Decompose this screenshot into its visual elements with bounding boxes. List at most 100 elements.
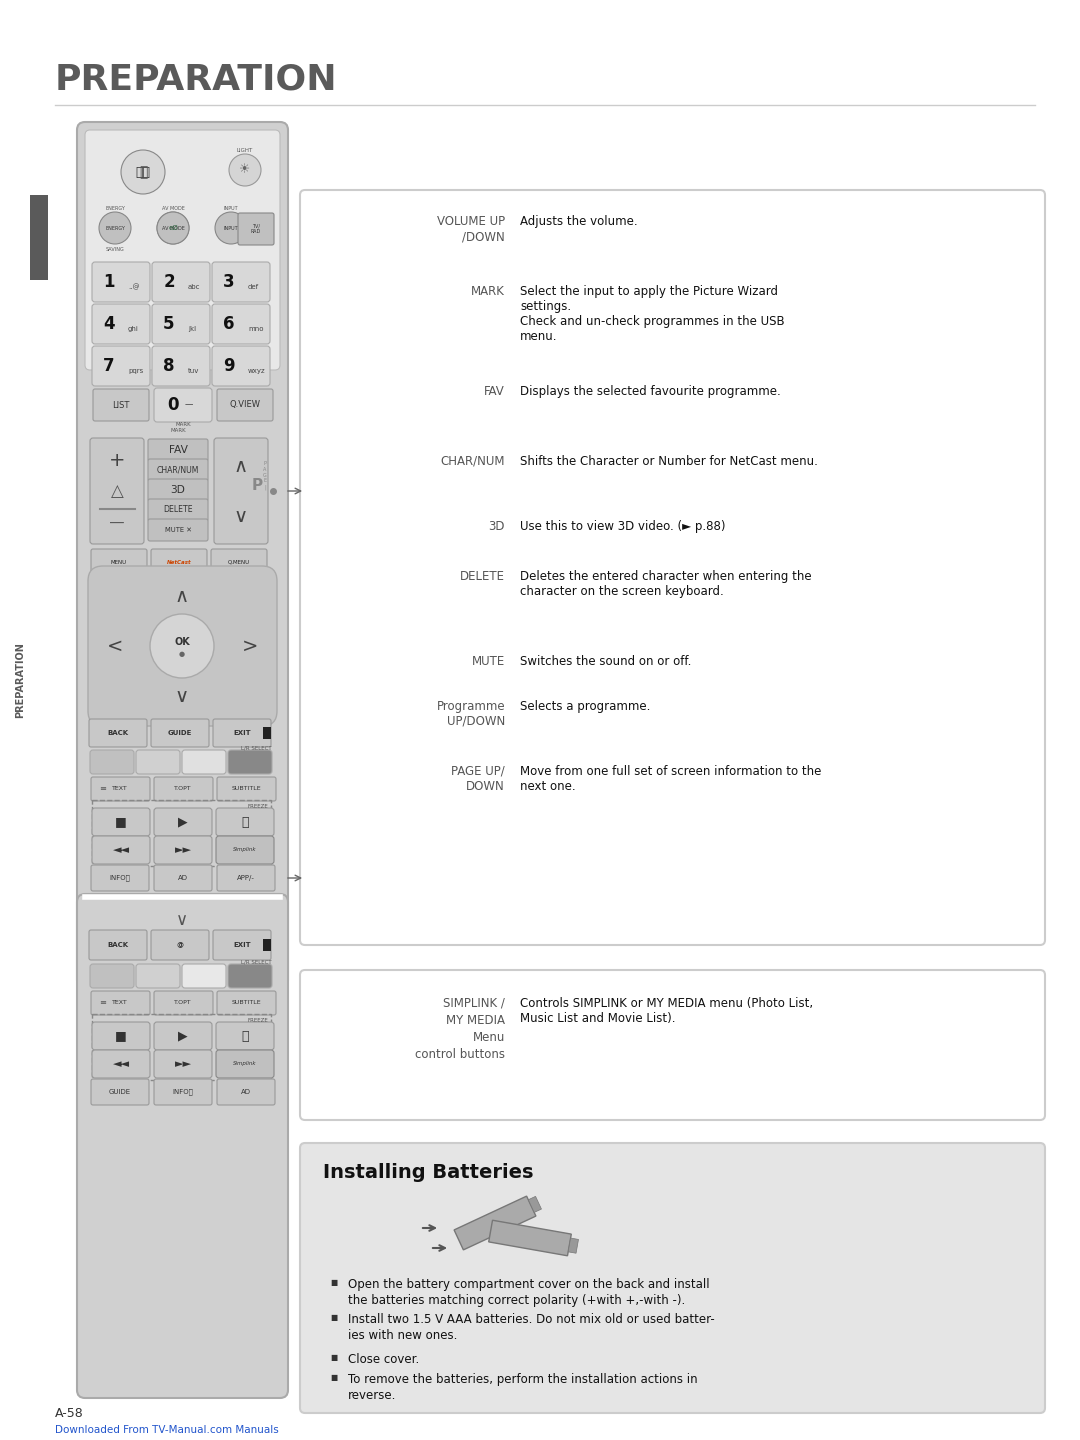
Text: LIST: LIST [112, 400, 130, 409]
Text: Use this to view 3D video. (► p.88): Use this to view 3D video. (► p.88) [519, 520, 726, 533]
Text: ∧: ∧ [234, 456, 248, 475]
Text: 3D: 3D [171, 485, 186, 495]
Text: PREPARATION: PREPARATION [15, 642, 25, 719]
FancyBboxPatch shape [300, 190, 1045, 945]
FancyBboxPatch shape [154, 1079, 212, 1104]
Text: ∨: ∨ [175, 687, 189, 706]
Text: AV MODE: AV MODE [162, 206, 185, 212]
Text: 1: 1 [104, 274, 114, 291]
Text: L/R SELECT: L/R SELECT [241, 746, 272, 752]
Text: ■: ■ [116, 1030, 126, 1043]
Text: Displays the selected favourite programme.: Displays the selected favourite programm… [519, 384, 781, 397]
Text: MENU: MENU [111, 560, 127, 564]
FancyBboxPatch shape [85, 130, 280, 370]
FancyBboxPatch shape [151, 930, 210, 960]
FancyBboxPatch shape [136, 750, 180, 775]
FancyBboxPatch shape [211, 549, 267, 575]
FancyBboxPatch shape [87, 566, 276, 726]
Text: ≡: ≡ [99, 785, 107, 793]
FancyBboxPatch shape [151, 549, 207, 575]
Text: TEXT: TEXT [112, 1001, 127, 1005]
Text: LIGHT: LIGHT [237, 148, 253, 153]
Text: ghi: ghi [129, 325, 139, 333]
Text: ⏸: ⏸ [241, 1030, 248, 1043]
Text: abc: abc [188, 284, 201, 289]
Text: ■: ■ [116, 815, 126, 828]
Text: TEXT: TEXT [112, 786, 127, 792]
FancyBboxPatch shape [90, 963, 134, 988]
Bar [488, 1220, 571, 1256]
Text: MUTE ✕: MUTE ✕ [164, 527, 191, 533]
Bar [528, 1197, 541, 1212]
Text: BACK: BACK [107, 730, 129, 736]
Text: ◄◄: ◄◄ [112, 845, 130, 855]
Text: Move from one full set of screen information to the
next one.: Move from one full set of screen informa… [519, 765, 822, 793]
FancyBboxPatch shape [154, 1050, 212, 1079]
Text: △: △ [110, 482, 123, 500]
Text: PREPARATION: PREPARATION [55, 62, 338, 96]
FancyBboxPatch shape [154, 991, 213, 1015]
Text: SUBTITLE: SUBTITLE [231, 1001, 260, 1005]
FancyBboxPatch shape [217, 389, 273, 420]
Text: Controls SIMPLINK or MY MEDIA menu (Photo List,
Music List and Movie List).: Controls SIMPLINK or MY MEDIA menu (Phot… [519, 996, 813, 1025]
Text: SAVING: SAVING [106, 248, 124, 252]
Text: GUIDE: GUIDE [109, 1089, 131, 1094]
Text: tuv: tuv [188, 369, 200, 374]
Text: ■: ■ [330, 1313, 337, 1322]
Text: FREEZE: FREEZE [247, 1018, 268, 1022]
Text: 3: 3 [224, 274, 234, 291]
Text: Simplink: Simplink [233, 1061, 257, 1067]
Text: 5: 5 [163, 315, 175, 333]
FancyBboxPatch shape [154, 865, 212, 891]
Text: MARK: MARK [471, 285, 505, 298]
FancyBboxPatch shape [154, 1022, 212, 1050]
Text: Downloaded From TV-Manual.com Manuals: Downloaded From TV-Manual.com Manuals [55, 1426, 279, 1436]
Text: ◄◄: ◄◄ [112, 1058, 130, 1068]
Text: Close cover.: Close cover. [348, 1354, 419, 1367]
Text: 0: 0 [167, 396, 179, 415]
FancyBboxPatch shape [92, 1050, 150, 1079]
Text: Open the battery compartment cover on the back and install
the batteries matchin: Open the battery compartment cover on th… [348, 1279, 710, 1308]
Text: 4: 4 [104, 315, 114, 333]
FancyBboxPatch shape [77, 894, 288, 1398]
Text: ⏸: ⏸ [241, 815, 248, 828]
Text: +: + [109, 452, 125, 471]
FancyBboxPatch shape [148, 459, 208, 481]
Text: Programme
UP/DOWN: Programme UP/DOWN [436, 700, 505, 729]
FancyBboxPatch shape [92, 837, 150, 864]
Text: ■: ■ [330, 1372, 337, 1382]
Text: Select the input to apply the Picture Wizard
settings.
Check and un-check progra: Select the input to apply the Picture Wi… [519, 285, 785, 343]
FancyBboxPatch shape [217, 865, 275, 891]
FancyBboxPatch shape [154, 808, 212, 837]
Text: BACK: BACK [107, 942, 129, 948]
FancyBboxPatch shape [90, 438, 144, 544]
FancyBboxPatch shape [212, 262, 270, 302]
FancyBboxPatch shape [216, 1050, 274, 1079]
FancyBboxPatch shape [92, 1022, 150, 1050]
Text: EXIT: EXIT [233, 942, 251, 948]
FancyBboxPatch shape [300, 971, 1045, 1120]
Text: GUIDE: GUIDE [167, 730, 192, 736]
FancyBboxPatch shape [217, 778, 276, 801]
FancyBboxPatch shape [212, 346, 270, 386]
Text: DELETE: DELETE [460, 570, 505, 583]
FancyBboxPatch shape [238, 213, 274, 245]
Text: OK: OK [174, 636, 190, 647]
Text: <: < [107, 636, 123, 655]
Circle shape [150, 613, 214, 678]
Text: ⏻: ⏻ [139, 166, 147, 179]
Text: 8: 8 [163, 357, 175, 374]
Text: SIMPLINK /
MY MEDIA
Menu
control buttons: SIMPLINK / MY MEDIA Menu control buttons [415, 996, 505, 1061]
Text: jkl: jkl [188, 325, 197, 333]
Text: MARK: MARK [171, 428, 186, 433]
Text: To remove the batteries, perform the installation actions in
reverse.: To remove the batteries, perform the ins… [348, 1372, 698, 1403]
FancyBboxPatch shape [148, 500, 208, 521]
Text: ►►: ►► [175, 1058, 191, 1068]
FancyBboxPatch shape [152, 304, 210, 344]
FancyBboxPatch shape [228, 963, 272, 988]
Text: INPUT: INPUT [224, 206, 239, 212]
FancyBboxPatch shape [183, 750, 226, 775]
Text: INPUT: INPUT [224, 226, 239, 230]
FancyBboxPatch shape [213, 719, 271, 747]
FancyBboxPatch shape [152, 346, 210, 386]
